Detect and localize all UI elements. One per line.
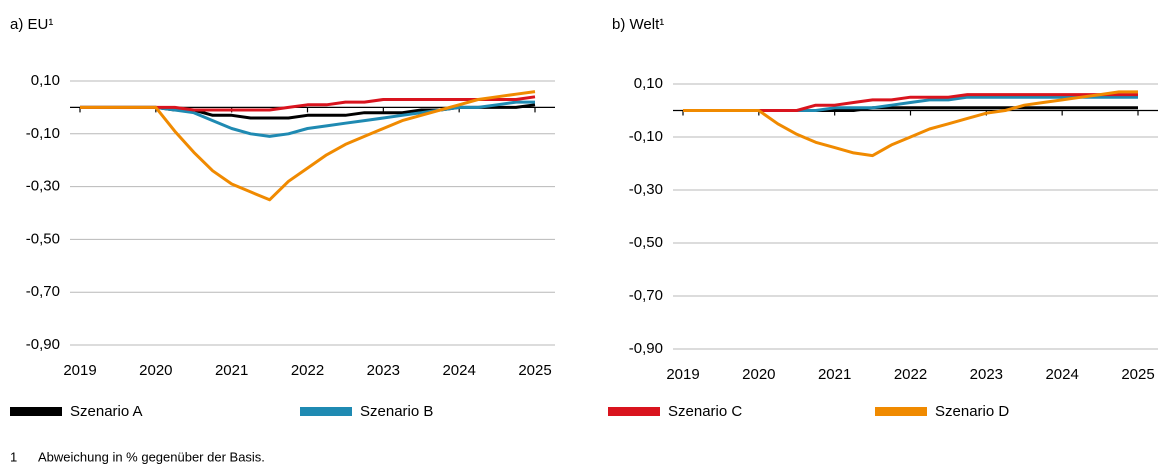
x-tick-label: 2019 <box>63 362 96 379</box>
x-tick-label: 2023 <box>970 366 1003 383</box>
legend-label: Szenario B <box>360 403 433 420</box>
x-tick-label: 2025 <box>1121 366 1154 383</box>
x-tick-label: 2021 <box>215 362 248 379</box>
panel-title: b) Welt¹ <box>612 16 664 33</box>
y-tick-label: -0,10 <box>26 125 60 142</box>
legend-swatch <box>10 407 62 416</box>
y-tick-label: -0,30 <box>26 178 60 195</box>
legend-swatch <box>875 407 927 416</box>
x-tick-label: 2022 <box>291 362 324 379</box>
footnote-marker: 1 <box>10 449 17 464</box>
series-line <box>683 90 1138 158</box>
y-tick-label: -0,30 <box>629 181 663 198</box>
y-tick-label: -0,50 <box>26 230 60 247</box>
y-tick-label: -0,90 <box>26 336 60 353</box>
x-tick-label: 2020 <box>742 366 775 383</box>
y-tick-label: 0,10 <box>31 72 60 89</box>
x-tick-label: 2019 <box>666 366 699 383</box>
legend-label: Szenario C <box>668 403 742 420</box>
y-tick-label: -0,90 <box>629 340 663 357</box>
x-tick-label: 2021 <box>818 366 851 383</box>
y-tick-label: -0,70 <box>629 287 663 304</box>
x-tick-label: 2023 <box>367 362 400 379</box>
y-tick-label: -0,10 <box>629 128 663 145</box>
series-line <box>80 90 536 202</box>
legend-label: Szenario D <box>935 403 1009 420</box>
footnote-text: Abweichung in % gegenüber der Basis. <box>38 449 265 464</box>
panel-title: a) EU¹ <box>10 16 53 33</box>
x-tick-label: 2024 <box>1045 366 1078 383</box>
x-tick-label: 2024 <box>442 362 475 379</box>
legend-swatch <box>608 407 660 416</box>
x-tick-label: 2025 <box>518 362 551 379</box>
y-tick-label: -0,50 <box>629 234 663 251</box>
x-tick-label: 2020 <box>139 362 172 379</box>
legend-label: Szenario A <box>70 403 143 420</box>
y-tick-label: 0,10 <box>634 75 663 92</box>
y-tick-label: -0,70 <box>26 283 60 300</box>
x-tick-label: 2022 <box>894 366 927 383</box>
legend-swatch <box>300 407 352 416</box>
